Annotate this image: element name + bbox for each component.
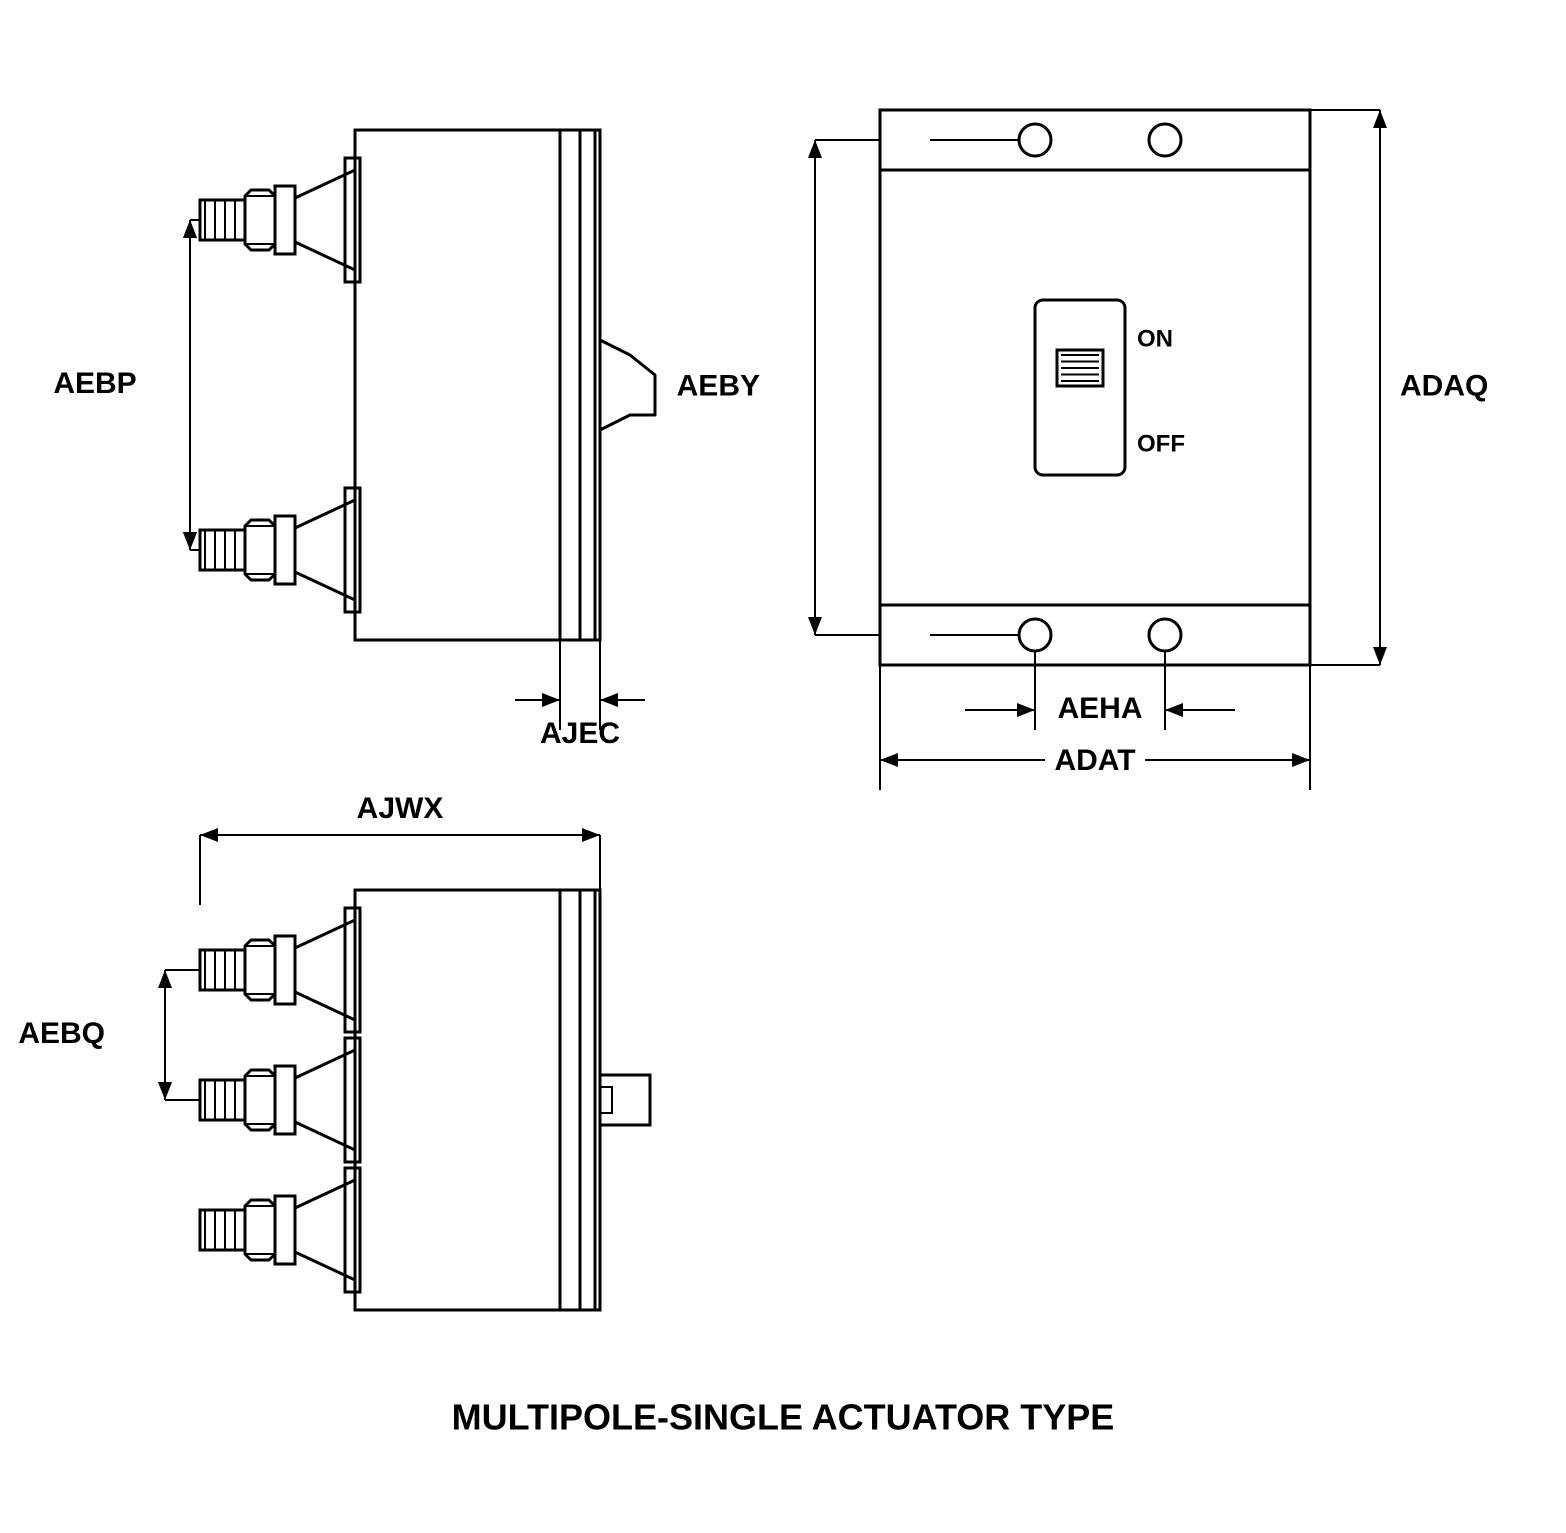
label-aebq: AEBQ: [18, 1017, 105, 1050]
label-adaq: ADAQ: [1400, 369, 1488, 402]
label-aeha: AEHA: [1057, 692, 1142, 725]
side-view-upper: [200, 130, 655, 640]
label-aebp: AEBP: [53, 367, 136, 400]
label-on: ON: [1137, 325, 1173, 352]
technical-drawing: AEBPAJECAJWXAEBQONOFFAEBYADAQAEHAADATADA…: [0, 0, 1566, 1533]
drawing-title: MULTIPOLE-SINGLE ACTUATOR TYPE: [452, 1397, 1115, 1438]
front-view: ON OFF: [880, 110, 1310, 665]
label-adat: ADAT: [1054, 744, 1135, 777]
label-off: OFF: [1137, 430, 1185, 457]
label-ajwx: AJWX: [357, 792, 444, 825]
label-ajec: AJEC: [540, 717, 620, 750]
side-view-lower: [200, 890, 650, 1310]
label-aeby: AEBY: [677, 369, 760, 402]
